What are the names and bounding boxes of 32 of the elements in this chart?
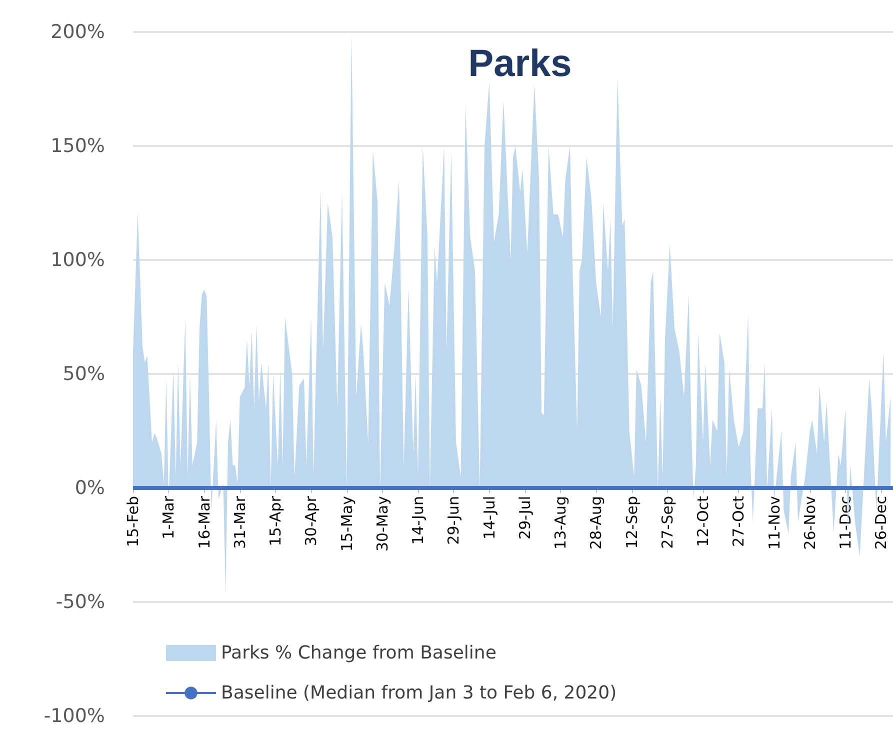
x-tick-label: 30-Apr — [302, 495, 320, 546]
y-tick-label: 150% — [50, 135, 105, 157]
x-tick-label: 26-Nov — [800, 496, 819, 550]
x-tick-label: 29-Jul — [516, 496, 534, 540]
x-tick-label: 1-Mar — [160, 495, 178, 540]
x-tick-label: 26-Dec — [872, 496, 890, 550]
chart-title: Parks — [468, 43, 572, 85]
x-tick-label: 27-Oct — [730, 496, 748, 547]
x-tick-label: 16-Mar — [195, 495, 214, 549]
y-tick-label: -100% — [44, 705, 105, 727]
x-tick-label: 11-Nov — [765, 496, 784, 550]
y-tick-label: 100% — [50, 249, 105, 271]
x-tick-label: 15-Feb — [124, 496, 142, 548]
x-tick-label: 30-May — [373, 496, 392, 552]
legend-label: Baseline (Median from Jan 3 to Feb 6, 2020) — [221, 682, 617, 704]
x-tick-label: 31-Mar — [230, 495, 249, 549]
x-tick-label: 27-Sep — [658, 496, 676, 549]
x-tick-label: 15-May — [338, 496, 356, 552]
x-tick-label: 11-Dec — [836, 496, 854, 550]
x-tick-label: 13-Aug — [552, 496, 570, 550]
x-tick-label: 15-Apr — [266, 495, 284, 546]
x-tick-label: 14-Jul — [480, 496, 498, 540]
y-tick-label: 0% — [74, 477, 105, 499]
y-tick-label: 200% — [50, 21, 105, 43]
x-tick-label: 28-Aug — [587, 496, 606, 550]
x-tick-label: 29-Jun — [444, 496, 463, 545]
legend-label: Parks % Change from Baseline — [221, 642, 496, 664]
y-tick-label: 50% — [62, 363, 105, 385]
x-tick-label: 12-Oct — [694, 496, 712, 547]
y-tick-label: -50% — [56, 591, 105, 613]
x-tick-label: 12-Sep — [622, 496, 641, 549]
x-tick-label: 14-Jun — [409, 496, 427, 545]
